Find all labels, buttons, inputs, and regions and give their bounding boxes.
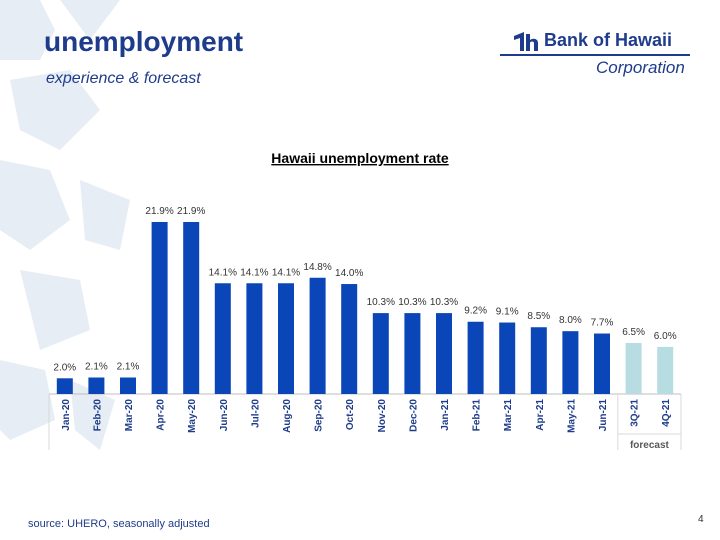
x-tick-May-21: May-21 xyxy=(566,399,577,433)
bar-Apr-21 xyxy=(530,327,547,394)
x-tick-Jul-20: Jul-20 xyxy=(250,399,261,428)
bar-Jun-21 xyxy=(594,333,610,394)
bar-Mar-20 xyxy=(120,377,136,394)
bar-Mar-21 xyxy=(499,322,516,394)
data-label-3Q-21: 6.5% xyxy=(622,327,645,338)
bar-Oct-20 xyxy=(341,284,358,394)
bar-Feb-20 xyxy=(88,377,105,394)
source-note: source: UHERO, seasonally adjusted xyxy=(28,518,210,530)
chart-title: Hawaii unemployment rate xyxy=(271,150,449,166)
forecast-label: forecast xyxy=(630,440,670,451)
bar-Jun-20 xyxy=(214,283,231,394)
data-label-Jan-21: 10.3% xyxy=(430,297,458,308)
page-title: unemployment xyxy=(44,26,244,57)
x-tick-Sep-20: Sep-20 xyxy=(314,399,325,432)
data-label-Jan-20: 2.0% xyxy=(53,362,76,373)
bar-Aug-20 xyxy=(278,283,294,394)
x-tick-Feb-21: Feb-21 xyxy=(472,399,483,432)
bank-logo-corporation: Corporation xyxy=(596,58,685,77)
x-tick-Nov-20: Nov-20 xyxy=(377,399,388,433)
bar-Jan-21 xyxy=(436,313,452,394)
data-label-Feb-21: 9.2% xyxy=(464,306,487,317)
bank-logo-icon xyxy=(514,32,538,51)
data-label-Mar-21: 9.1% xyxy=(496,307,519,318)
data-label-Jun-21: 7.7% xyxy=(591,318,614,329)
x-tick-Jun-21: Jun-21 xyxy=(598,399,609,432)
data-label-Oct-20: 14.0% xyxy=(335,268,363,279)
bar-Dec-20 xyxy=(404,313,421,394)
bar-Jan-20 xyxy=(56,378,73,394)
bar-May-21 xyxy=(562,331,579,394)
data-label-Jul-20: 14.1% xyxy=(240,267,268,278)
data-label-4Q-21: 6.0% xyxy=(654,331,677,342)
x-tick-Oct-20: Oct-20 xyxy=(345,399,356,431)
background-pattern xyxy=(0,0,130,450)
bank-logo-name: Bank of Hawaii xyxy=(544,30,673,50)
x-tick-Apr-20: Apr-20 xyxy=(156,399,167,431)
x-tick-Aug-20: Aug-20 xyxy=(282,399,293,433)
data-label-Apr-20: 21.9% xyxy=(145,206,173,217)
data-label-May-21: 8.0% xyxy=(559,315,582,326)
bar-4Q-21 xyxy=(657,346,674,394)
page-number: 4 xyxy=(698,514,704,525)
x-tick-Feb-20: Feb-20 xyxy=(92,399,103,432)
x-tick-Dec-20: Dec-20 xyxy=(408,399,419,432)
bar-Jul-20 xyxy=(246,283,263,394)
x-tick-May-20: May-20 xyxy=(187,399,198,433)
x-tick-4Q-21: 4Q-21 xyxy=(661,399,672,427)
logo-divider xyxy=(500,54,690,56)
x-tick-Mar-21: Mar-21 xyxy=(503,399,514,432)
data-label-May-20: 21.9% xyxy=(177,206,205,217)
bar-3Q-21 xyxy=(625,342,642,394)
page-subtitle: experience & forecast xyxy=(46,70,201,87)
data-label-Sep-20: 14.8% xyxy=(303,262,331,273)
x-tick-3Q-21: 3Q-21 xyxy=(630,399,641,427)
data-label-Apr-21: 8.5% xyxy=(527,311,550,322)
data-label-Feb-20: 2.1% xyxy=(85,362,108,373)
x-tick-Mar-20: Mar-20 xyxy=(124,399,135,432)
bar-Feb-21 xyxy=(467,321,484,394)
data-label-Mar-20: 2.1% xyxy=(117,362,140,373)
x-tick-Jan-20: Jan-20 xyxy=(61,399,72,431)
bar-Nov-20 xyxy=(372,313,389,394)
x-tick-Apr-21: Apr-21 xyxy=(535,399,546,431)
bar-Sep-20 xyxy=(309,277,326,394)
data-label-Dec-20: 10.3% xyxy=(398,297,426,308)
bar-Apr-20 xyxy=(151,222,168,394)
data-label-Aug-20: 14.1% xyxy=(272,267,300,278)
bank-logo: Bank of Hawaii Corporation xyxy=(500,28,700,84)
data-label-Nov-20: 10.3% xyxy=(367,297,395,308)
x-tick-Jun-20: Jun-20 xyxy=(219,399,230,432)
bar-May-20 xyxy=(183,222,200,394)
x-tick-Jan-21: Jan-21 xyxy=(440,399,451,431)
data-label-Jun-20: 14.1% xyxy=(209,267,237,278)
